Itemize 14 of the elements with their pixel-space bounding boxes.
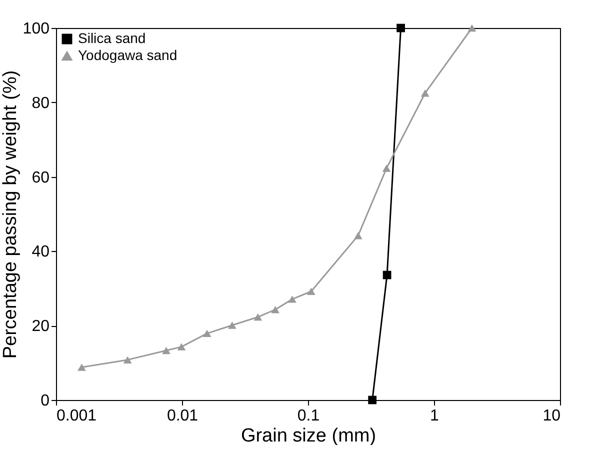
y-axis-title: Percentage passing by weight (%) [0,70,21,359]
legend-label: Yodogawa sand [78,47,178,63]
y-tick-label: 100 [22,20,50,38]
x-tick-label: 1 [430,408,440,424]
legend-label: Silica sand [78,30,146,46]
y-tick-label: 60 [32,169,50,186]
y-tick-label: 80 [32,94,50,112]
x-tick-label: 0.1 [297,408,320,424]
x-tick-label: 0.001 [56,408,97,424]
y-tick-label: 20 [32,318,50,336]
y-tick-label: 0 [40,392,50,410]
x-tick-label: 10 [542,408,561,424]
y-tick-label: 40 [32,244,50,261]
x-tick-label: 0.01 [166,408,198,424]
